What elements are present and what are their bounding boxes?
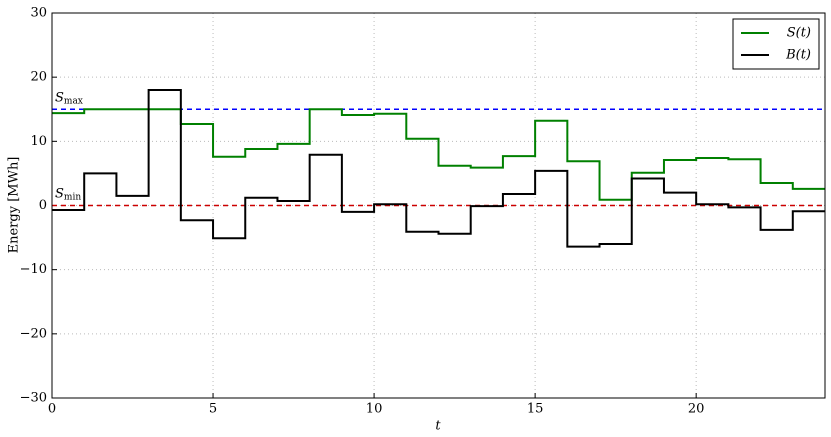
step-line [52,89,825,248]
y-tick-label: 0 [39,198,47,213]
plot-frame [51,12,826,399]
x-tick-label: 0 [48,402,56,417]
x-tick-label: 15 [527,402,544,417]
y-tick-label: 10 [30,134,47,149]
legend-label: S(t) [787,26,811,41]
x-axis-label: t [435,419,441,434]
y-tick-label: 30 [30,6,47,21]
step-line [52,108,825,201]
legend-box [732,18,820,70]
reference-symbol: S [55,186,64,201]
y-tick-label: −10 [20,262,47,277]
x-tick-label: 10 [366,402,383,417]
legend-label: B(t) [785,48,811,63]
x-tick-label: 20 [688,402,705,417]
y-tick-label: −30 [20,391,47,406]
y-axis-label: Energy [MWh] [7,157,22,254]
reference-label: Smin [55,186,81,202]
reference-subscript: max [64,96,83,106]
reference-label: Smax [55,90,83,106]
reference-subscript: min [64,192,81,202]
y-tick-label: −20 [20,326,47,341]
x-tick-label: 5 [209,402,217,417]
y-tick-label: 20 [30,70,47,85]
reference-symbol: S [55,90,64,105]
